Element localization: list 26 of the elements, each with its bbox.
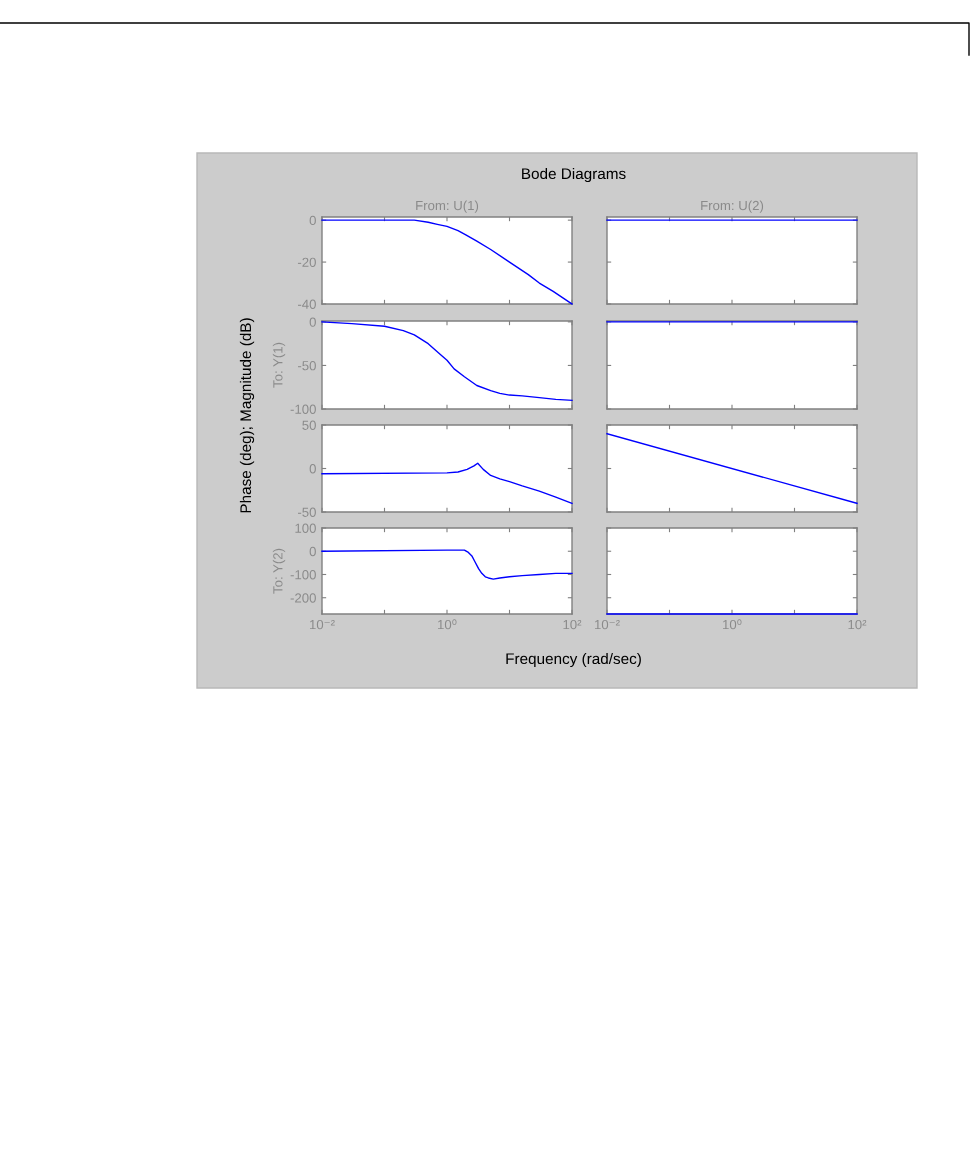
- x-tick-label: 10⁰: [438, 619, 457, 630]
- x-tick-label: 10²: [563, 619, 582, 630]
- x-tick-label: 10²: [848, 619, 867, 630]
- chart-subtitle: From: U(2): [701, 200, 764, 213]
- x-tick-label: 10⁻²: [594, 619, 620, 630]
- y-tick-label: 0: [309, 546, 316, 557]
- y-tick-label: 50: [302, 420, 316, 430]
- y-tick-label: 0: [309, 215, 316, 226]
- chart-subtitle: From: U(1): [416, 200, 479, 213]
- y-tick-label: 0: [309, 464, 316, 474]
- y-tick-label: -50: [297, 361, 316, 371]
- y-tick-label: -40: [297, 299, 316, 309]
- y-tick-label: -200: [290, 593, 316, 603]
- y-tick-label: 0: [309, 317, 316, 327]
- chart-title: Bode Diagrams: [522, 167, 626, 183]
- y-axis-title: To: Y(1): [272, 342, 286, 388]
- y-tick-label: -20: [297, 257, 316, 267]
- y-tick-label: -100: [290, 570, 316, 580]
- y-tick-label: 100: [295, 523, 316, 533]
- x-tick-label: 10⁰: [723, 619, 742, 630]
- y-tick-label: -100: [290, 404, 316, 414]
- x-tick-label: 10⁻²: [309, 619, 335, 630]
- y-axis-title: Phase (deg); Magnitude (dB): [239, 318, 255, 513]
- y-tick-label: -50: [297, 507, 316, 517]
- x-axis-title: Frequency (rad/sec): [506, 652, 641, 668]
- y-axis-title: To: Y(2): [272, 548, 286, 594]
